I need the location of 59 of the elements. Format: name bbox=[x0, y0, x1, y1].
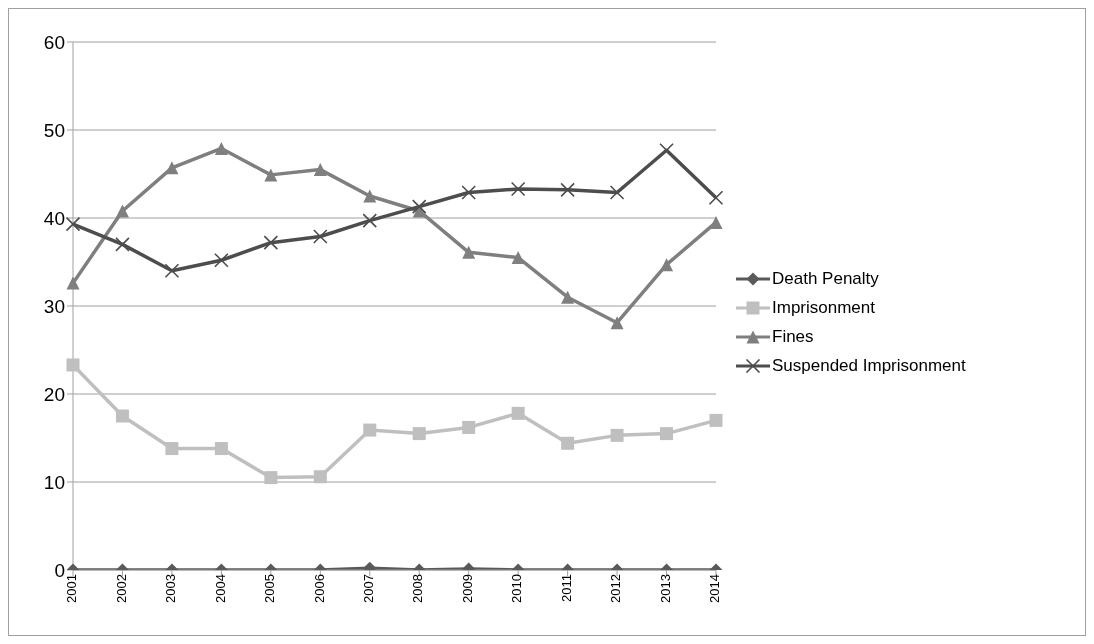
point bbox=[66, 276, 80, 290]
x-tick-label: 2006 bbox=[311, 574, 327, 603]
y-tick-label: 50 bbox=[43, 119, 65, 141]
point bbox=[511, 251, 525, 265]
point bbox=[65, 216, 81, 232]
point bbox=[363, 189, 377, 203]
x-tick-label: 2012 bbox=[608, 574, 624, 603]
point bbox=[115, 409, 129, 423]
x-tick-label: 2010 bbox=[509, 574, 525, 603]
y-tick-label: 30 bbox=[43, 295, 65, 317]
x-tick-label: 2002 bbox=[113, 574, 129, 603]
point bbox=[263, 235, 279, 250]
point bbox=[610, 316, 624, 330]
point bbox=[709, 215, 723, 229]
point bbox=[560, 182, 575, 198]
point bbox=[214, 252, 229, 268]
y-tick-label: 20 bbox=[43, 383, 65, 405]
x-tick-label: 2004 bbox=[212, 574, 228, 603]
point bbox=[363, 423, 377, 437]
point bbox=[462, 245, 476, 259]
x-tick-label: 2001 bbox=[64, 574, 80, 603]
point bbox=[164, 263, 180, 279]
point bbox=[411, 199, 427, 214]
point bbox=[511, 406, 525, 420]
point bbox=[462, 420, 476, 434]
point bbox=[362, 213, 378, 228]
point bbox=[214, 141, 228, 155]
x-tick-label: 2011 bbox=[558, 574, 574, 602]
legend-label: Death Penalty bbox=[772, 268, 879, 289]
x-tick-label: 2005 bbox=[262, 574, 278, 603]
legend-label: Fines bbox=[772, 326, 814, 347]
point bbox=[709, 413, 723, 427]
point bbox=[660, 258, 674, 272]
point bbox=[561, 436, 575, 450]
point bbox=[313, 163, 327, 177]
y-tick-label: 10 bbox=[43, 471, 65, 493]
x-tick-label: 2008 bbox=[410, 574, 426, 603]
point bbox=[115, 204, 129, 218]
point bbox=[66, 358, 80, 372]
point bbox=[708, 190, 724, 206]
y-tick-label: 0 bbox=[54, 559, 65, 581]
x-tick-label: 2007 bbox=[361, 574, 376, 603]
point bbox=[610, 428, 624, 442]
point bbox=[165, 161, 179, 175]
point bbox=[510, 181, 526, 197]
legend-label: Imprisonment bbox=[772, 297, 875, 318]
point bbox=[115, 237, 130, 252]
x-tick-label: 2009 bbox=[459, 574, 475, 603]
y-tick-label: 60 bbox=[43, 31, 65, 53]
point bbox=[561, 290, 575, 304]
legend-label: Suspended Imprisonment bbox=[772, 355, 966, 376]
x-tick-label: 2003 bbox=[163, 574, 179, 603]
x-tick-label: 2014 bbox=[707, 574, 723, 603]
point bbox=[313, 229, 328, 244]
y-tick-label: 40 bbox=[43, 207, 65, 229]
point bbox=[461, 185, 476, 200]
point bbox=[609, 185, 625, 200]
x-tick-label: 2013 bbox=[657, 574, 673, 603]
point bbox=[264, 168, 278, 182]
